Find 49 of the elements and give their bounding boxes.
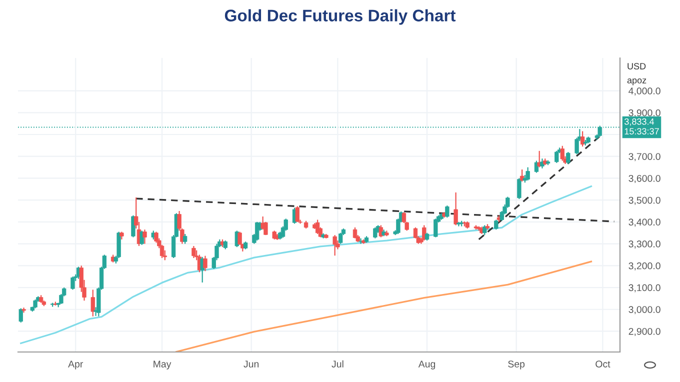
line-series xyxy=(20,185,592,344)
candlestick xyxy=(434,218,438,238)
candlestick xyxy=(554,150,559,164)
chart-title: Gold Dec Futures Daily Chart xyxy=(224,9,456,25)
x-tick-label: Aug xyxy=(418,360,436,370)
candlestick xyxy=(445,204,450,218)
candlestick xyxy=(338,232,343,244)
candlestick xyxy=(295,206,300,222)
y-tick-label: 3,600.0 xyxy=(628,174,660,183)
candlestick xyxy=(131,214,136,238)
candlestick xyxy=(203,255,208,272)
candlestick xyxy=(494,219,498,230)
y-tick-label: 4,000.0 xyxy=(628,88,660,96)
text: apoz xyxy=(627,78,646,86)
candlestick xyxy=(454,192,458,226)
candlestick xyxy=(560,145,564,162)
y-tick-label: 3,100.0 xyxy=(628,284,660,292)
x-tick-label: Jul xyxy=(332,360,344,368)
y-tick-label: 3,900.0 xyxy=(628,109,660,118)
y-tick-label: 3,700.0 xyxy=(628,153,660,162)
candlestick xyxy=(566,151,570,165)
candlestick xyxy=(142,229,147,244)
x-tick-label: Apr xyxy=(68,360,84,370)
x-tick-label: Jun xyxy=(244,360,259,368)
candlestick xyxy=(70,276,75,290)
text: USD xyxy=(628,63,646,70)
candlestick xyxy=(352,226,358,239)
candlestick xyxy=(526,166,530,181)
candlestick xyxy=(540,158,544,169)
candlestick xyxy=(18,308,23,324)
candlestick xyxy=(332,234,337,256)
candlestick xyxy=(517,178,522,200)
candlestick xyxy=(373,226,378,239)
x-tick-label: May xyxy=(154,360,172,370)
candlestick xyxy=(482,224,487,236)
ref-line-label: 3,833.4 15:33:37 xyxy=(624,118,659,134)
line-series xyxy=(176,260,592,352)
y-tick-label: 3,300.0 xyxy=(628,240,660,249)
candlestick xyxy=(192,245,196,259)
candlestick xyxy=(182,233,188,244)
x-tick-label: Sep xyxy=(508,360,525,370)
y-tick-label: 3,400.0 xyxy=(628,218,660,227)
x-tick-label: Oct xyxy=(596,360,610,368)
y-tick-label: 3,200.0 xyxy=(628,262,660,270)
y-tick-label: 2,900.0 xyxy=(628,328,660,336)
y-tick-label: 3,500.0 xyxy=(628,196,660,205)
y-tick-label: 3,000.0 xyxy=(628,306,660,314)
candlestick xyxy=(238,231,242,246)
candlestick xyxy=(90,289,95,317)
